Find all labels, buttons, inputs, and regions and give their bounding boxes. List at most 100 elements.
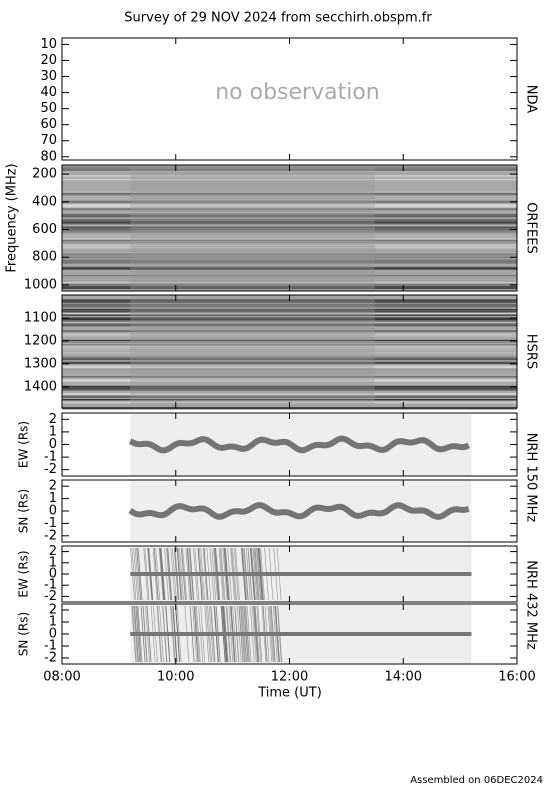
y-axis-label: Frequency (MHz) bbox=[5, 163, 20, 272]
y-tick-label: 10 bbox=[40, 37, 57, 52]
spectrogram-stripe bbox=[62, 211, 517, 216]
spectrogram-stripe bbox=[62, 376, 517, 378]
spectrogram-stripe bbox=[62, 303, 517, 308]
spectrogram-stripe bbox=[62, 190, 517, 193]
spectrogram-stripe bbox=[62, 318, 517, 322]
y-tick-label: 0 bbox=[49, 504, 57, 519]
y-tick-label: -2 bbox=[44, 462, 57, 477]
panel-y-label: SN (Rs) bbox=[17, 612, 31, 656]
spectrogram-stripe bbox=[62, 280, 517, 284]
y-tick-label: -2 bbox=[44, 528, 57, 543]
y-tick-label: 600 bbox=[32, 222, 57, 237]
panel-y-label: EW (Rs) bbox=[17, 421, 31, 468]
y-tick-label: -2 bbox=[44, 651, 57, 666]
spectrogram-stripe bbox=[62, 314, 517, 317]
spectrogram-shade bbox=[130, 165, 375, 291]
y-tick-label: 1000 bbox=[24, 277, 57, 292]
spectrogram-stripe bbox=[62, 362, 517, 364]
y-tick-label: 0 bbox=[49, 437, 57, 452]
y-tick-label: 50 bbox=[40, 101, 57, 116]
spectrogram-stripe bbox=[62, 352, 517, 355]
nrh-band bbox=[128, 435, 471, 454]
x-tick-label: 08:00 bbox=[43, 670, 80, 685]
spectrogram-stripe bbox=[62, 193, 517, 196]
spectrogram-stripe bbox=[62, 218, 517, 223]
spectrogram-stripe bbox=[62, 358, 517, 361]
spectrogram-stripe bbox=[62, 200, 517, 204]
y-tick-label: 1400 bbox=[24, 379, 57, 394]
y-tick-label: 1 bbox=[49, 424, 57, 439]
spectrogram-stripe bbox=[62, 397, 517, 400]
spectrogram-stripe bbox=[62, 212, 517, 214]
spectrogram-stripe bbox=[62, 340, 517, 344]
spectrogram-stripe bbox=[62, 345, 517, 348]
y-tick-label: 1100 bbox=[24, 310, 57, 325]
spectrogram-stripe bbox=[62, 260, 517, 264]
spectrogram-stripe bbox=[62, 377, 517, 380]
y-tick-label: 1200 bbox=[24, 333, 57, 348]
spectrogram-stripe bbox=[62, 256, 517, 258]
y-tick-label: 1 bbox=[49, 615, 57, 630]
spectrogram-stripe bbox=[62, 366, 517, 370]
spectrogram-stripe bbox=[62, 258, 517, 262]
y-tick-label: 20 bbox=[40, 53, 57, 68]
annotation: no observation bbox=[215, 80, 380, 105]
y-tick-label: 2 bbox=[49, 603, 57, 618]
spectrogram-stripe bbox=[62, 300, 517, 303]
spectrogram-stripe bbox=[62, 266, 517, 270]
spectrogram-stripe bbox=[62, 399, 517, 403]
spectrogram-stripe bbox=[62, 308, 517, 311]
spectrogram-stripe bbox=[62, 276, 517, 279]
y-tick-label: 70 bbox=[40, 133, 57, 148]
spectrogram-stripe bbox=[62, 230, 517, 234]
spectrogram-stripe bbox=[62, 347, 517, 352]
y-tick-label: -2 bbox=[44, 589, 57, 604]
footer: Assembled on 06DEC2024 bbox=[410, 775, 543, 786]
y-tick-label: 0 bbox=[49, 627, 57, 642]
spectrogram-stripe bbox=[62, 344, 517, 346]
spectrogram-stripe bbox=[62, 330, 517, 332]
chart-title: Survey of 29 NOV 2024 from secchirh.obsp… bbox=[124, 11, 432, 26]
spectrogram-stripe bbox=[62, 251, 517, 255]
x-tick-label: 12:00 bbox=[271, 670, 308, 685]
spectrogram-stripe bbox=[62, 254, 517, 257]
spectrogram-stripe bbox=[62, 385, 517, 390]
y-tick-label: 2 bbox=[49, 479, 57, 494]
spectrogram-stripe bbox=[62, 237, 517, 242]
y-tick-label: 200 bbox=[32, 167, 57, 182]
y-tick-label: 800 bbox=[32, 250, 57, 265]
spectrogram-stripe bbox=[62, 273, 517, 277]
spectrogram-stripe bbox=[62, 323, 517, 327]
x-tick-label: 10:00 bbox=[157, 670, 194, 685]
nrh-band bbox=[128, 502, 470, 520]
spectrogram-stripe bbox=[62, 196, 517, 200]
y-tick-label: 60 bbox=[40, 117, 57, 132]
x-tick-label: 16:00 bbox=[498, 670, 535, 685]
panel-name: ORFEES bbox=[524, 202, 539, 253]
y-tick-label: 0 bbox=[49, 567, 57, 582]
nrh-group-label: NRH 150 MHz bbox=[524, 433, 539, 523]
spectrogram-stripe bbox=[62, 309, 517, 313]
spectrogram-stripe bbox=[62, 236, 517, 239]
spectrogram-stripe bbox=[62, 215, 517, 218]
y-tick-label: -1 bbox=[44, 450, 57, 465]
y-tick-label: 30 bbox=[40, 69, 57, 84]
panel-y-label: SN (Rs) bbox=[17, 489, 31, 533]
y-tick-label: -1 bbox=[44, 516, 57, 531]
y-tick-label: 1300 bbox=[24, 356, 57, 371]
spectrogram-stripe bbox=[62, 194, 517, 197]
spectrogram-stripe bbox=[62, 221, 517, 225]
spectrogram-stripe bbox=[62, 393, 517, 396]
spectrogram-stripe bbox=[62, 308, 517, 310]
y-tick-label: -1 bbox=[44, 578, 57, 593]
y-tick-label: 1 bbox=[49, 491, 57, 506]
spectrogram-stripe bbox=[62, 333, 517, 337]
spectrogram-stripe bbox=[62, 206, 517, 211]
spectrogram-stripe bbox=[62, 204, 517, 209]
spectrogram-stripe bbox=[62, 317, 517, 320]
spectrogram-stripe bbox=[62, 227, 517, 231]
y-tick-label: 80 bbox=[40, 149, 57, 164]
panel-name: NDA bbox=[524, 85, 539, 114]
spectrogram-stripe bbox=[62, 208, 517, 213]
